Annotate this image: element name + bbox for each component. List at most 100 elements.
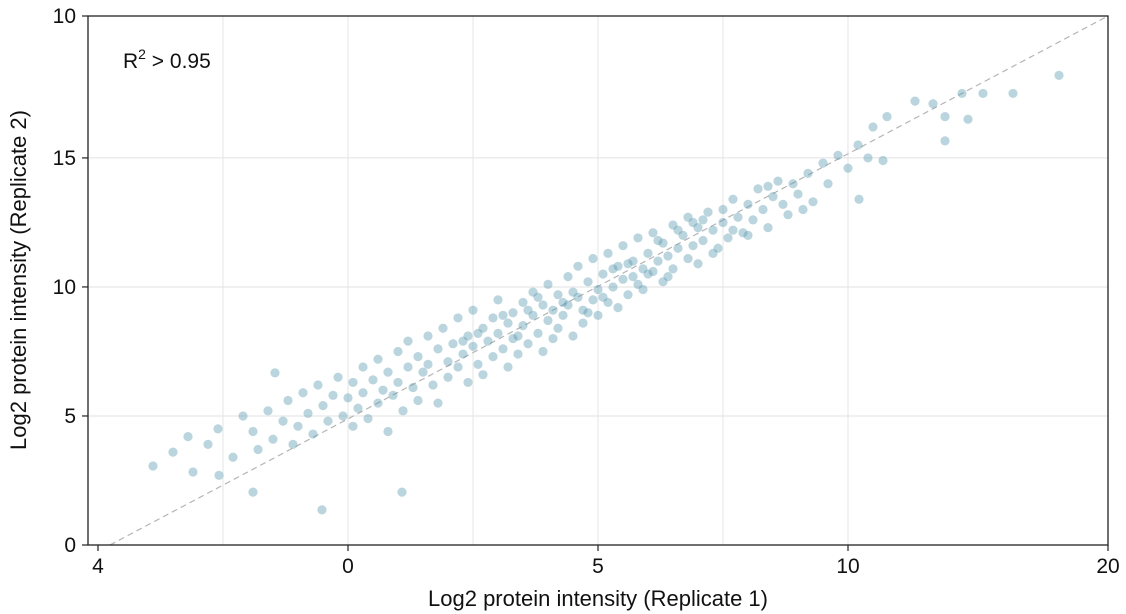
data-point xyxy=(413,352,423,362)
y-tick-label: 10 xyxy=(53,276,76,299)
data-point xyxy=(318,401,328,411)
data-point xyxy=(863,153,873,163)
data-point xyxy=(663,272,673,282)
data-point xyxy=(593,310,603,320)
data-point xyxy=(758,204,768,215)
data-point xyxy=(188,467,198,477)
data-point xyxy=(783,210,793,220)
data-point xyxy=(648,228,658,238)
data-point xyxy=(383,367,393,377)
data-point xyxy=(458,349,468,359)
data-point xyxy=(423,359,433,369)
y-ticks: 0 5 10 15 10 xyxy=(53,5,88,557)
data-point xyxy=(513,349,523,359)
y-tick-label: 10 xyxy=(53,5,76,28)
data-point xyxy=(623,290,633,300)
data-point xyxy=(458,336,468,346)
data-point xyxy=(228,452,238,462)
data-point xyxy=(788,179,798,189)
data-point xyxy=(1008,88,1018,99)
data-point xyxy=(270,368,280,378)
data-point xyxy=(248,487,258,497)
data-point xyxy=(358,362,368,372)
data-point xyxy=(573,261,583,271)
data-point xyxy=(853,140,863,150)
data-point xyxy=(378,385,388,395)
data-point xyxy=(882,112,892,122)
data-point xyxy=(940,112,950,122)
data-point xyxy=(568,287,578,297)
data-point xyxy=(633,279,643,289)
data-point xyxy=(403,362,413,372)
data-point xyxy=(493,295,503,305)
data-point xyxy=(683,253,693,264)
data-point xyxy=(333,372,343,382)
data-point xyxy=(854,194,864,204)
data-point xyxy=(703,207,713,217)
data-point xyxy=(663,251,673,261)
data-point xyxy=(498,310,508,320)
data-point xyxy=(843,163,853,173)
data-point xyxy=(453,313,463,323)
data-point xyxy=(553,323,563,333)
data-point xyxy=(543,279,553,289)
r-squared-annotation: R2 > 0.95 xyxy=(123,46,211,73)
data-point xyxy=(323,416,333,426)
data-point xyxy=(498,344,508,354)
data-point xyxy=(558,310,568,320)
data-point xyxy=(563,272,573,282)
data-point xyxy=(438,323,448,333)
data-point xyxy=(588,295,598,305)
data-point xyxy=(483,336,493,346)
data-point xyxy=(603,248,613,259)
data-point xyxy=(528,310,538,320)
data-point xyxy=(568,331,578,341)
data-point xyxy=(763,223,773,233)
data-point xyxy=(823,179,833,189)
data-point xyxy=(313,380,323,390)
data-point xyxy=(693,259,703,269)
data-point xyxy=(533,292,543,302)
data-point xyxy=(468,341,478,351)
data-point xyxy=(713,243,723,253)
x-tick-label: 4 xyxy=(92,555,104,578)
x-axis-label: Log2 protein intensity (Replicate 1) xyxy=(428,586,768,611)
x-tick-label: 5 xyxy=(592,555,604,578)
data-point xyxy=(503,318,513,328)
data-point xyxy=(453,362,463,372)
data-point xyxy=(768,192,778,202)
data-point xyxy=(583,308,593,318)
data-point xyxy=(317,505,327,515)
data-point xyxy=(373,354,383,364)
data-point xyxy=(238,411,248,421)
data-point xyxy=(493,328,503,338)
data-point xyxy=(613,302,623,313)
data-point xyxy=(548,333,558,344)
data-point xyxy=(978,88,988,99)
data-point xyxy=(708,248,718,259)
data-point xyxy=(428,380,438,390)
data-point xyxy=(398,406,408,416)
data-point xyxy=(723,233,733,243)
data-point xyxy=(283,395,293,406)
data-point xyxy=(328,390,338,400)
data-point xyxy=(278,416,288,426)
data-point xyxy=(343,393,353,403)
data-point xyxy=(418,367,428,377)
x-tick-label: 20 xyxy=(1096,555,1119,578)
data-point xyxy=(518,321,528,331)
data-point xyxy=(808,197,818,207)
data-point xyxy=(298,388,308,398)
data-point xyxy=(348,421,358,431)
data-point xyxy=(473,359,483,369)
data-point xyxy=(928,99,938,109)
data-point xyxy=(413,395,423,406)
data-point xyxy=(538,300,548,310)
data-point xyxy=(648,266,658,277)
data-point xyxy=(673,243,683,253)
data-point xyxy=(618,274,628,284)
data-point xyxy=(538,346,548,357)
data-point xyxy=(963,114,973,124)
grid xyxy=(88,16,1108,545)
